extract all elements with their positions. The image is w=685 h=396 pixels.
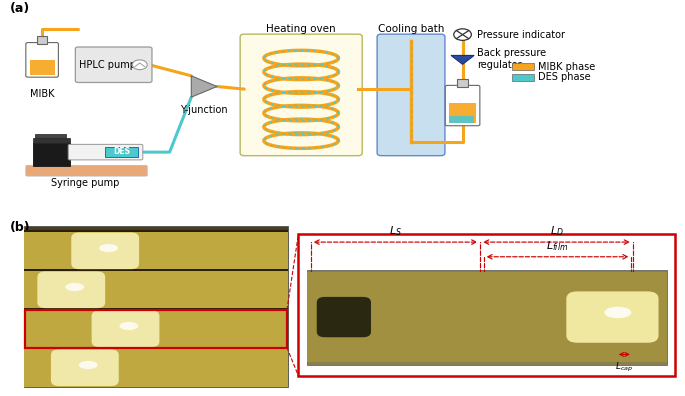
Ellipse shape xyxy=(79,361,98,369)
FancyBboxPatch shape xyxy=(26,166,147,176)
Bar xyxy=(307,272,667,362)
Text: Back pressure
regulator: Back pressure regulator xyxy=(477,48,547,70)
Bar xyxy=(105,147,138,157)
Text: $L_{cap}$: $L_{cap}$ xyxy=(615,360,634,373)
FancyBboxPatch shape xyxy=(51,349,119,386)
Bar xyxy=(29,60,55,75)
Ellipse shape xyxy=(604,307,632,318)
Text: HPLC pump: HPLC pump xyxy=(79,60,136,70)
Text: $L_D$: $L_D$ xyxy=(549,225,563,238)
FancyBboxPatch shape xyxy=(92,310,160,347)
Ellipse shape xyxy=(119,322,138,330)
FancyBboxPatch shape xyxy=(38,271,105,308)
Text: DES phase: DES phase xyxy=(538,72,590,82)
Text: Cooling bath: Cooling bath xyxy=(378,24,444,34)
Bar xyxy=(33,138,70,143)
Bar xyxy=(24,308,288,310)
Text: MIBK phase: MIBK phase xyxy=(538,61,595,72)
Polygon shape xyxy=(451,55,474,64)
FancyBboxPatch shape xyxy=(68,145,142,160)
FancyBboxPatch shape xyxy=(71,232,139,269)
Bar xyxy=(25,310,287,348)
Text: Heating oven: Heating oven xyxy=(266,24,336,34)
Text: $L_{film}$: $L_{film}$ xyxy=(547,239,569,253)
Bar xyxy=(449,103,476,123)
FancyBboxPatch shape xyxy=(75,47,152,82)
Ellipse shape xyxy=(99,244,118,252)
Bar xyxy=(24,310,288,348)
FancyBboxPatch shape xyxy=(240,34,362,156)
Bar xyxy=(449,116,475,123)
Bar xyxy=(24,269,288,271)
FancyBboxPatch shape xyxy=(566,291,658,343)
Bar xyxy=(24,349,288,386)
Polygon shape xyxy=(191,76,217,97)
Bar xyxy=(299,234,675,376)
Bar xyxy=(24,232,288,270)
Bar xyxy=(36,134,66,138)
Bar xyxy=(307,270,667,365)
FancyBboxPatch shape xyxy=(377,34,445,156)
Bar xyxy=(24,230,288,232)
Text: (b): (b) xyxy=(10,221,31,234)
Bar xyxy=(37,36,47,44)
FancyBboxPatch shape xyxy=(26,43,58,77)
Text: Syringe pump: Syringe pump xyxy=(51,178,119,188)
Ellipse shape xyxy=(65,283,84,291)
Text: DES: DES xyxy=(113,147,130,156)
Bar xyxy=(24,226,288,386)
Bar xyxy=(512,74,534,81)
Circle shape xyxy=(132,60,147,70)
Text: MIBK: MIBK xyxy=(30,89,54,99)
Bar xyxy=(24,271,288,308)
Bar xyxy=(33,143,70,166)
Text: (a): (a) xyxy=(10,2,31,15)
FancyBboxPatch shape xyxy=(445,86,480,126)
Text: $L_S$: $L_S$ xyxy=(389,225,402,238)
Circle shape xyxy=(453,29,471,40)
Bar xyxy=(458,79,468,87)
Bar xyxy=(24,346,288,349)
Text: Y-junction: Y-junction xyxy=(179,105,227,115)
Text: Pressure indicator: Pressure indicator xyxy=(477,30,566,40)
FancyBboxPatch shape xyxy=(316,297,371,337)
Bar xyxy=(512,63,534,70)
